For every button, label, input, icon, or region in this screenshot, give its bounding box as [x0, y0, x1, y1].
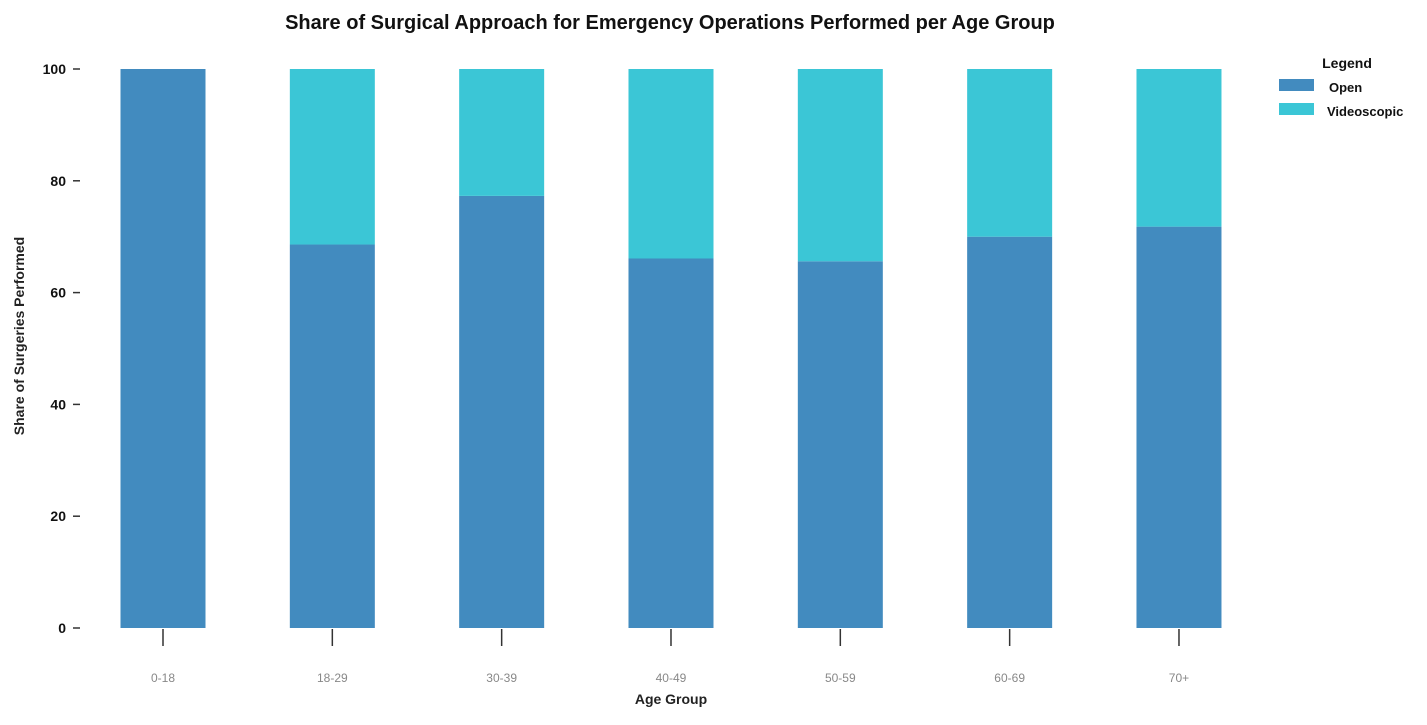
y-tick-label: 60	[50, 285, 66, 301]
bar-videoscopic-40-49	[628, 69, 714, 259]
bar-open-40-49	[628, 258, 714, 628]
y-tick-label: 100	[43, 61, 67, 77]
x-tick-label: 18-29	[317, 671, 348, 685]
bar-open-70+	[1136, 226, 1222, 628]
y-tick-label: 80	[50, 173, 66, 189]
bar-open-18-29	[289, 244, 375, 628]
legend-swatch-videoscopic	[1279, 103, 1314, 115]
bar-videoscopic-18-29	[289, 69, 375, 245]
bar-open-0-18	[120, 69, 206, 628]
bar-videoscopic-60-69	[967, 69, 1053, 237]
y-axis-label: Share of Surgeries Performed	[11, 237, 27, 435]
plot-area	[120, 69, 1222, 628]
bar-open-50-59	[797, 261, 883, 628]
x-tick-label: 50-59	[825, 671, 856, 685]
y-tick-label: 20	[50, 508, 66, 524]
x-tick-label: 0-18	[151, 671, 175, 685]
bar-videoscopic-30-39	[459, 69, 545, 196]
x-tick-label: 60-69	[994, 671, 1025, 685]
bar-open-60-69	[967, 236, 1053, 628]
legend-title: Legend	[1322, 55, 1372, 71]
x-tick-label: 30-39	[486, 671, 517, 685]
legend-label-videoscopic: Videoscopic	[1327, 104, 1403, 119]
chart-title: Share of Surgical Approach for Emergency…	[285, 12, 1055, 34]
legend: Legend Open Videoscopic	[1279, 55, 1403, 119]
x-axis-label: Age Group	[635, 691, 707, 707]
legend-swatch-open	[1279, 79, 1314, 91]
y-tick-label: 40	[50, 396, 66, 412]
x-tick-label: 70+	[1169, 671, 1189, 685]
y-axis: 0 20 40 60 80 100	[43, 61, 80, 636]
x-axis: 0-18 18-29 30-39 40-49 50-59 60-69 70+	[151, 629, 1189, 685]
bar-videoscopic-70+	[1136, 69, 1222, 227]
x-tick-label: 40-49	[656, 671, 687, 685]
y-tick-label: 0	[58, 620, 66, 636]
bar-videoscopic-50-59	[797, 69, 883, 262]
legend-label-open: Open	[1329, 80, 1362, 95]
bar-open-30-39	[459, 195, 545, 628]
